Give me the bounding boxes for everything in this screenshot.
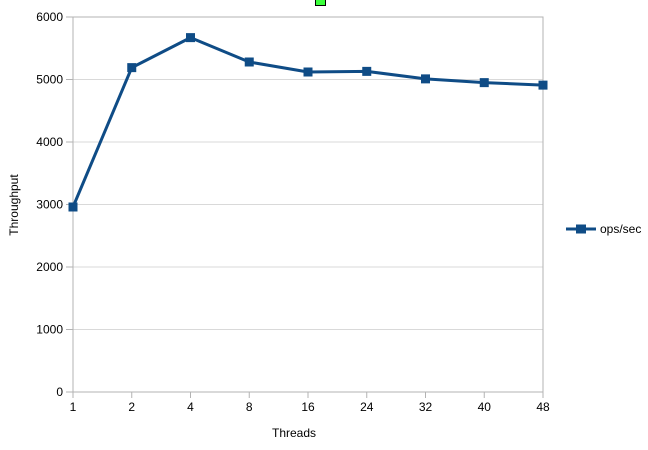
data-point-marker xyxy=(538,80,548,90)
y-tick-label: 3000 xyxy=(36,198,63,212)
data-point-marker xyxy=(186,33,195,43)
y-tick-label: 4000 xyxy=(36,135,63,149)
x-tick-label: 1 xyxy=(70,400,77,414)
x-tick-label: 48 xyxy=(536,400,550,414)
y-tick-label: 2000 xyxy=(36,260,63,274)
data-point-marker xyxy=(421,74,430,84)
selection-handle-icon[interactable] xyxy=(315,0,326,6)
y-tick-label: 5000 xyxy=(36,73,63,87)
legend-label: ops/sec xyxy=(600,222,642,236)
data-point-marker xyxy=(127,63,137,73)
x-tick-label: 16 xyxy=(301,400,315,414)
y-tick-label: 0 xyxy=(56,385,63,399)
y-tick-label: 6000 xyxy=(36,10,63,24)
series-line xyxy=(71,36,544,208)
data-point-marker xyxy=(68,202,78,212)
x-axis-title: Threads xyxy=(271,426,317,440)
x-tick-label: 4 xyxy=(187,400,194,414)
legend-square-marker xyxy=(576,224,586,234)
legend-line-marker-icon xyxy=(566,224,596,234)
data-point-marker xyxy=(479,78,489,88)
legend: ops/sec xyxy=(566,222,641,236)
data-point-marker xyxy=(303,67,313,77)
y-tick-label: 1000 xyxy=(36,323,63,337)
data-point-marker xyxy=(244,57,254,67)
x-tick-label: 40 xyxy=(478,400,492,414)
y-axis-title: Throughput xyxy=(7,174,21,236)
x-tick-label: 2 xyxy=(128,400,135,414)
x-tick-label: 8 xyxy=(246,400,253,414)
data-point-marker xyxy=(362,66,372,76)
x-tick-label: 32 xyxy=(419,400,433,414)
x-tick-label: 24 xyxy=(360,400,374,414)
